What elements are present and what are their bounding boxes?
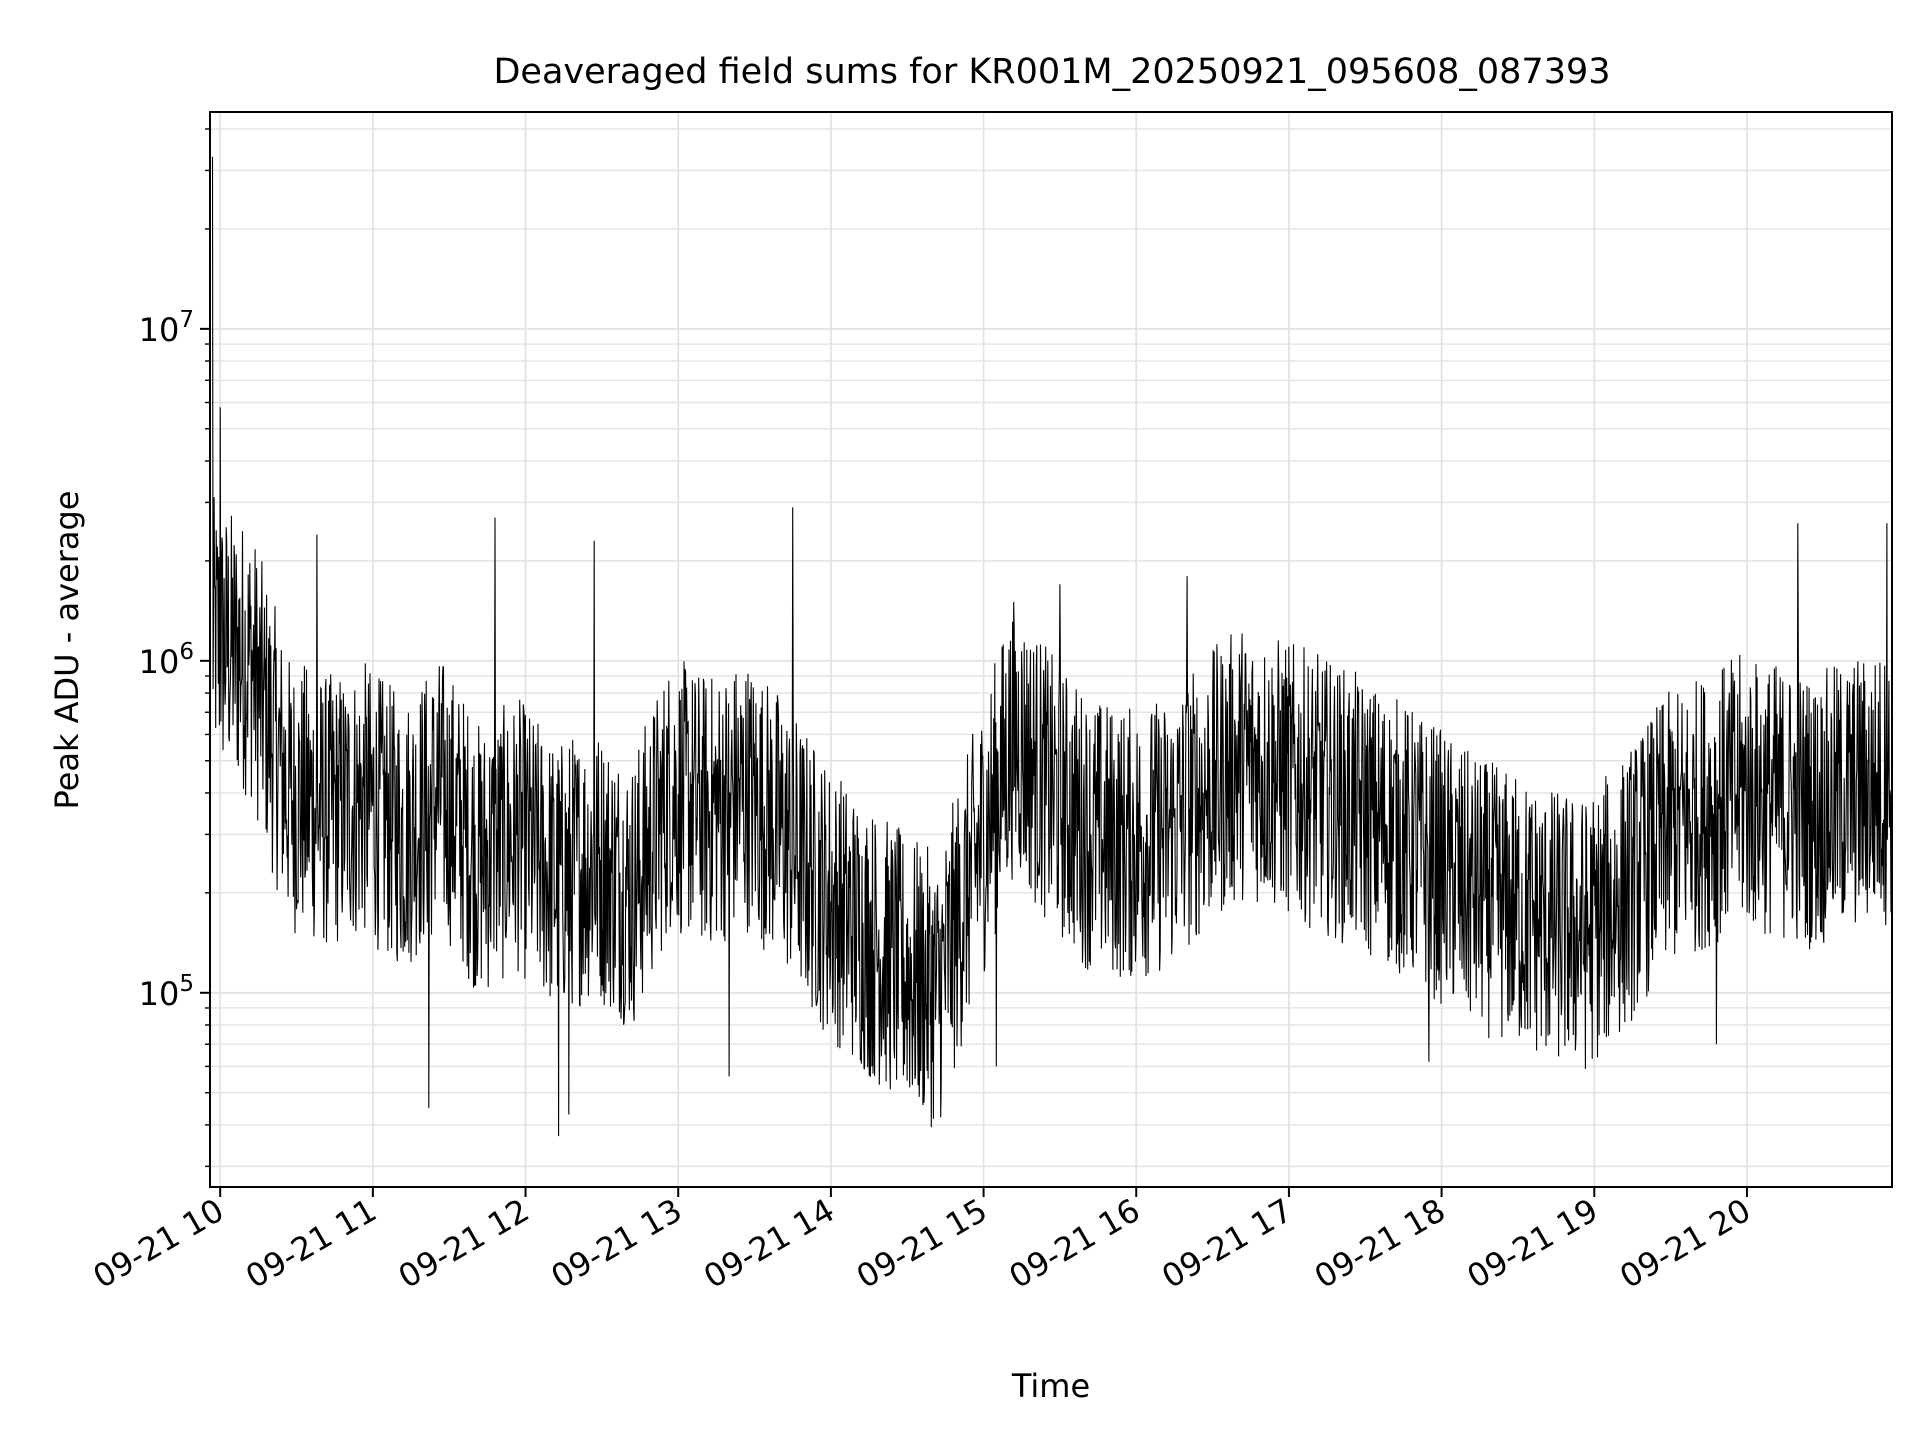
plot-area: [211, 156, 1893, 1137]
y-tick-label: 107: [139, 307, 194, 349]
y-axis-label: Peak ADU - average: [48, 491, 86, 810]
series-line: [211, 156, 1893, 1137]
axes-frame: [209, 111, 1893, 1188]
y-tick-label: 106: [139, 639, 194, 681]
x-axis-label: Time: [1011, 1367, 1090, 1405]
chart-title: Deaveraged field sums for KR001M_2025092…: [493, 52, 1610, 92]
y-tick-label: 105: [139, 971, 194, 1013]
